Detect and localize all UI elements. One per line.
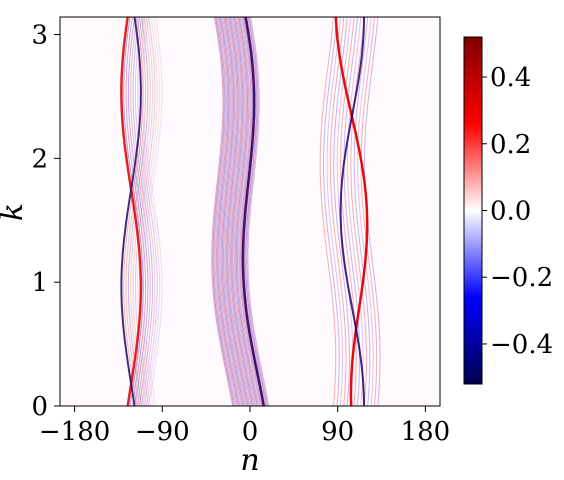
y-axis: 0 1 2 3 xyxy=(31,21,60,422)
trace-left xyxy=(141,17,163,406)
trace-center xyxy=(246,17,269,406)
y-tick-label: 3 xyxy=(31,21,48,51)
trace-left xyxy=(125,17,146,406)
trace-right xyxy=(357,17,374,406)
trace-center xyxy=(219,17,242,406)
trace-right xyxy=(340,17,357,406)
trace-left xyxy=(125,17,146,406)
trace-center xyxy=(244,17,266,406)
trace-left xyxy=(139,17,161,406)
y-tick-label: 0 xyxy=(31,392,48,422)
trace-center xyxy=(228,17,251,406)
trace-left xyxy=(127,17,149,406)
trace-center xyxy=(214,17,237,406)
trace-right-main xyxy=(339,17,365,406)
y-axis-label: k xyxy=(0,203,30,221)
heatmap-traces xyxy=(120,17,381,406)
trace-center xyxy=(227,17,250,406)
trace-center xyxy=(225,17,248,406)
trace-center xyxy=(223,17,245,406)
colorbar-tick-label: −0.2 xyxy=(490,263,553,293)
x-tick-label: −90 xyxy=(135,417,190,447)
x-tick-label: 180 xyxy=(401,417,451,447)
trace-right xyxy=(360,17,378,406)
trace-right-main xyxy=(334,17,369,406)
trace-right xyxy=(329,17,347,406)
trace-left xyxy=(141,17,163,406)
trace-left xyxy=(134,17,156,406)
trace-center xyxy=(211,17,234,406)
trace-center xyxy=(212,17,235,406)
trace-right xyxy=(333,17,350,406)
trace-center xyxy=(235,17,258,406)
trace-center xyxy=(220,17,243,406)
trace-center xyxy=(238,17,261,406)
trace-center xyxy=(224,17,246,406)
trace-center xyxy=(221,17,244,406)
trace-center xyxy=(231,17,253,406)
trace-center xyxy=(240,17,263,406)
trace-center xyxy=(237,17,259,406)
x-tick-label: 90 xyxy=(321,417,354,447)
trace-center xyxy=(218,17,241,406)
trace-center xyxy=(234,17,257,406)
colorbar-tick-label: −0.4 xyxy=(490,330,553,360)
trace-left-main xyxy=(120,17,142,406)
trace-right xyxy=(326,17,344,406)
trace-left xyxy=(123,17,144,406)
colorbar xyxy=(463,36,483,385)
trace-center xyxy=(230,17,252,406)
trace-left xyxy=(132,17,154,406)
colorbar-axis: 0.4 0.2 0.0 −0.2 −0.4 xyxy=(482,63,553,360)
trace-left xyxy=(137,17,158,406)
trace-right xyxy=(346,17,364,406)
colorbar-tick-label: 0.0 xyxy=(490,197,531,227)
trace-center xyxy=(215,17,238,406)
trace-left xyxy=(137,17,158,406)
trace-center xyxy=(232,17,255,406)
x-tick-label: 0 xyxy=(242,417,259,447)
x-axis: −180 −90 0 90 180 xyxy=(39,406,450,447)
trace-left-main xyxy=(120,17,143,406)
colorbar-tick-label: 0.4 xyxy=(490,63,531,93)
y-tick-label: 1 xyxy=(31,268,48,298)
trace-center xyxy=(247,17,270,406)
trace-right xyxy=(323,17,340,406)
trace-left xyxy=(130,17,151,406)
trace-left xyxy=(123,17,144,406)
trace-center xyxy=(213,17,236,406)
trace-center xyxy=(217,17,239,406)
trace-center xyxy=(239,17,262,406)
trace-center xyxy=(245,17,268,406)
colorbar-tick-label: 0.2 xyxy=(490,130,531,160)
trace-right xyxy=(343,17,361,406)
trace-left xyxy=(130,17,151,406)
trace-left xyxy=(134,17,156,406)
trace-center xyxy=(226,17,249,406)
trace-center-main xyxy=(241,17,266,406)
trace-right xyxy=(353,17,371,406)
x-axis-label: n xyxy=(240,443,259,478)
trace-right xyxy=(319,17,337,406)
y-tick-label: 2 xyxy=(31,144,48,174)
trace-right xyxy=(350,17,367,406)
trace-center xyxy=(233,17,256,406)
x-tick-label: −180 xyxy=(39,417,110,447)
